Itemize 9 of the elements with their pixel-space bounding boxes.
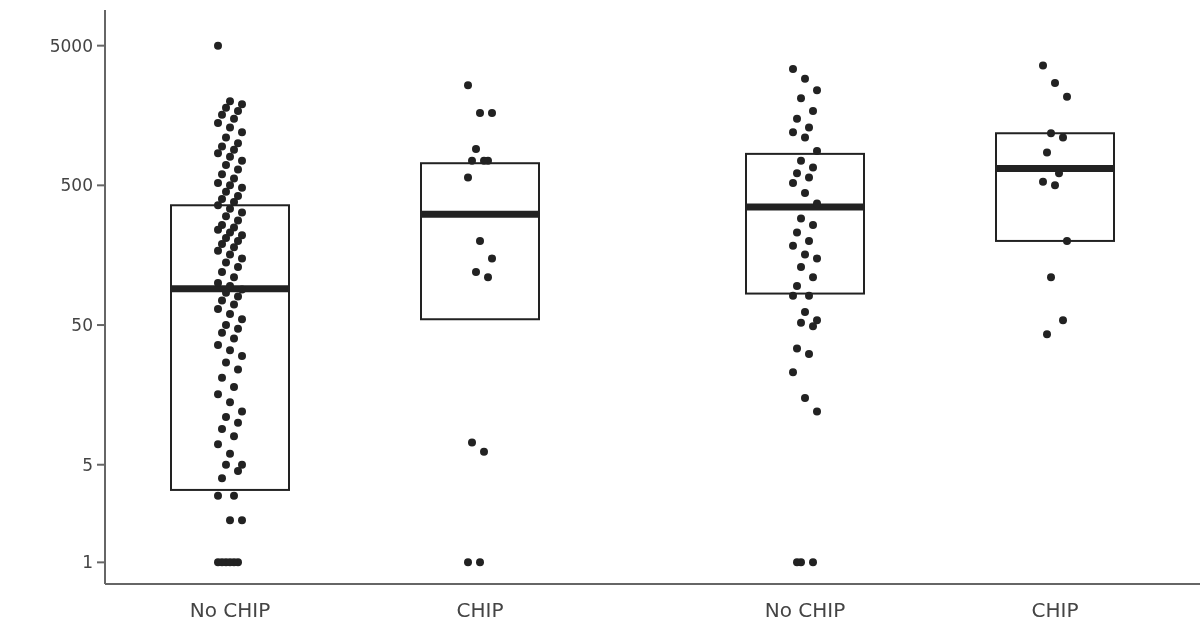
y-tick-label: 5000 — [49, 35, 93, 56]
x-tick-label: CHIP — [1031, 598, 1079, 622]
y-tick-label: 50 — [71, 314, 93, 335]
x-tick-label: No CHIP — [764, 598, 846, 622]
y-tick-label: 5 — [82, 454, 93, 475]
x-tick-label: CHIP — [456, 598, 504, 622]
x-tick-label: No CHIP — [189, 598, 271, 622]
y-tick-label: 500 — [60, 175, 93, 196]
y-tick-label: 1 — [82, 552, 93, 573]
